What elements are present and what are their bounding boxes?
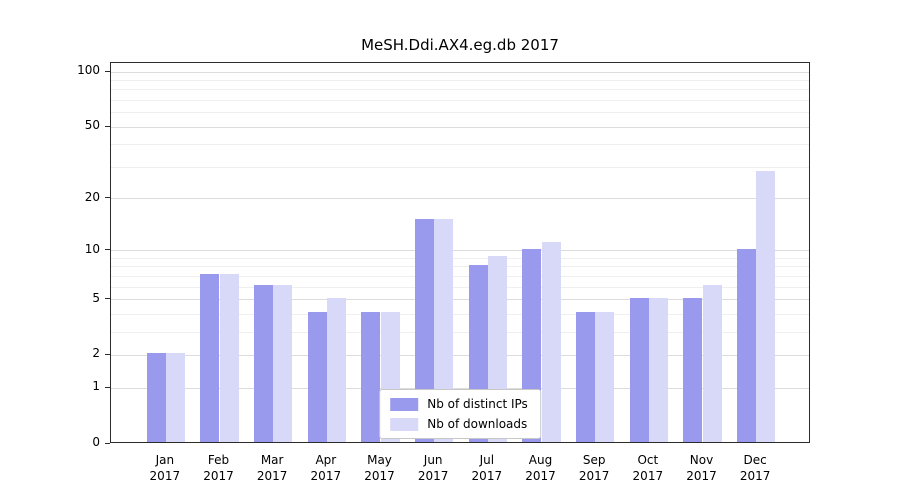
y-tick-mark [105, 125, 110, 127]
gridline [111, 250, 809, 252]
y-tick-label: 100 [77, 63, 100, 78]
legend-label-distinct-ips: Nb of distinct IPs [427, 397, 528, 411]
bar-downloads-jan [165, 353, 186, 442]
bar-distinct-ips-feb [200, 274, 220, 442]
bar-downloads-aug [541, 241, 561, 442]
bar-distinct-ips-nov [683, 297, 703, 442]
y-tick-label: 20 [84, 189, 100, 204]
gridline [111, 79, 809, 81]
y-tick-label: 2 [92, 346, 100, 361]
y-tick-label: 5 [92, 290, 100, 305]
x-tick-label: Nov 2017 [686, 453, 717, 483]
y-tick-mark [105, 298, 110, 300]
legend-swatch-downloads [390, 417, 419, 431]
gridline [111, 71, 809, 73]
gridline [111, 331, 809, 333]
y-tick-label: 10 [84, 241, 100, 256]
gridline [111, 99, 809, 101]
bar-downloads-feb [219, 274, 239, 442]
y-tick-mark [105, 386, 110, 388]
bar-distinct-ips-jan [146, 353, 166, 442]
x-tick-label: Jan 2017 [149, 453, 181, 483]
bar-downloads-jun [434, 218, 454, 442]
bar-downloads-nov [702, 285, 722, 442]
gridline [111, 266, 809, 268]
y-tick-label: 0 [92, 435, 100, 449]
x-tick-label: Feb 2017 [203, 453, 234, 483]
y-tick-mark [105, 70, 110, 72]
x-tick-label: Dec 2017 [739, 453, 771, 483]
x-tick-label: Oct 2017 [632, 453, 664, 483]
gridline [111, 166, 809, 168]
plot-area: Nb of distinct IPs Nb of downloads [110, 62, 810, 443]
legend-item-downloads: Nb of downloads [390, 417, 528, 431]
bar-distinct-ips-sep [575, 312, 596, 442]
bar-distinct-ips-jun [414, 218, 435, 442]
gridline [111, 257, 809, 259]
gridline [111, 286, 809, 288]
x-tick-label: Aug 2017 [525, 453, 556, 483]
legend-label-downloads: Nb of downloads [427, 417, 528, 431]
gridline [111, 299, 809, 301]
y-tick-mark [105, 249, 110, 251]
bar-downloads-apr [326, 297, 347, 442]
y-tick-label: 50 [84, 118, 100, 133]
x-tick-label: Jun 2017 [417, 453, 449, 483]
x-tick-label: Apr 2017 [310, 453, 342, 483]
x-tick-label: Mar 2017 [256, 453, 288, 483]
bar-downloads-sep [595, 312, 615, 442]
gridline [111, 275, 809, 277]
gridline [111, 144, 809, 146]
gridline [111, 387, 809, 389]
gridline [111, 89, 809, 91]
x-tick-label: Sep 2017 [578, 453, 610, 483]
bar-distinct-ips-apr [307, 312, 327, 442]
bar-downloads-mar [273, 285, 293, 442]
x-tick-label: May 2017 [364, 453, 395, 483]
bar-downloads-dec [756, 170, 776, 442]
legend-swatch-distinct-ips [390, 397, 419, 411]
bar-distinct-ips-dec [736, 248, 757, 442]
gridline [111, 112, 809, 114]
y-tick-mark [105, 442, 110, 444]
y-tick-mark [105, 353, 110, 355]
gridline [111, 313, 809, 315]
legend-item-distinct-ips: Nb of distinct IPs [390, 397, 528, 411]
legend: Nb of distinct IPs Nb of downloads [379, 389, 541, 439]
x-tick-label: Jul 2017 [471, 453, 503, 483]
gridline [111, 354, 809, 356]
gridline [111, 126, 809, 128]
bar-distinct-ips-may [361, 312, 381, 442]
bar-downloads-oct [648, 297, 669, 442]
y-tick-mark [105, 197, 110, 199]
bar-distinct-ips-oct [629, 297, 649, 442]
gridline [111, 198, 809, 200]
chart-title: MeSH.Ddi.AX4.eg.db 2017 [361, 36, 559, 54]
bar-distinct-ips-mar [253, 285, 274, 442]
y-tick-label: 1 [92, 379, 100, 394]
